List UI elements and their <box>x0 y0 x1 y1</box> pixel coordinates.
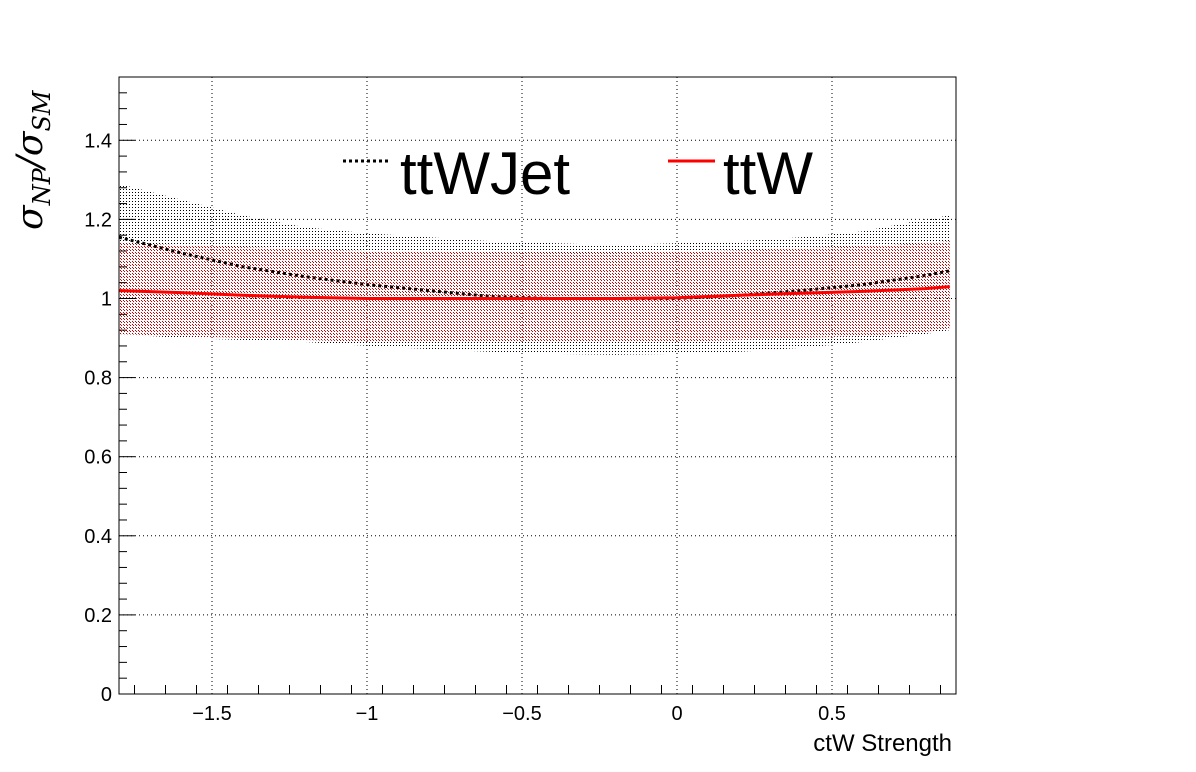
y-axis-label-slash: / <box>10 152 51 171</box>
y-tick-label: 0.4 <box>84 526 112 548</box>
legend-label-ttwjet: ttWJet <box>400 140 570 207</box>
x-tick-labels: −1.5 −1 −0.5 0 0.5 <box>192 703 846 725</box>
x-tick-label: −1.5 <box>192 703 231 725</box>
y-axis-label: σNP/σSM <box>10 89 56 230</box>
y-axis-label-sigma: σ <box>10 204 51 230</box>
x-tick-label: −0.5 <box>502 703 541 725</box>
uncertainty-bands <box>119 183 950 355</box>
legend: ttWJet ttW <box>343 140 813 207</box>
legend-label-ttw: ttW <box>723 140 813 207</box>
axis-ticks <box>119 76 941 695</box>
x-axis-label: ctW Strength <box>813 730 952 757</box>
grid-lines <box>119 77 956 694</box>
band-ttw <box>119 241 950 342</box>
y-axis-label-sub-np: NP <box>28 167 56 206</box>
y-tick-label: 0.8 <box>84 368 112 390</box>
y-axis-label-sub-sm: SM <box>28 89 56 131</box>
x-tick-label: 0.5 <box>818 703 846 725</box>
series-line-ttw <box>118 285 950 300</box>
y-tick-label: 1.4 <box>84 130 112 152</box>
series-lines <box>118 235 951 300</box>
y-tick-label: 1 <box>101 288 112 310</box>
y-tick-label: 0.6 <box>84 447 112 469</box>
y-tick-labels: 0 0.2 0.4 0.6 0.8 1 1.2 1.4 <box>84 130 112 706</box>
y-axis-label-sigma2: σ <box>10 130 51 156</box>
y-tick-label: 1.2 <box>84 209 112 231</box>
y-tick-label: 0 <box>101 684 112 706</box>
x-tick-label: −1 <box>356 703 379 725</box>
x-tick-label: 0 <box>671 703 682 725</box>
y-tick-label: 0.2 <box>84 605 112 627</box>
